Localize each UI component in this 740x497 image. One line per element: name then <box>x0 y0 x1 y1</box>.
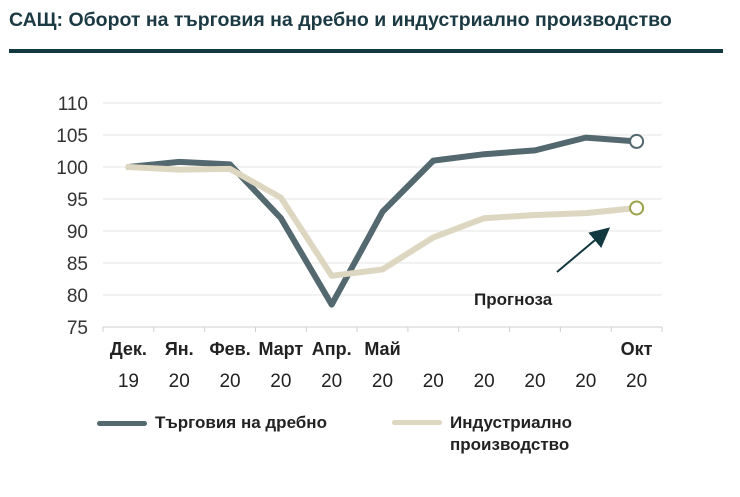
chart-title: САЩ: Оборот на търговия на дребно и инду… <box>9 9 672 31</box>
endpoint-marker-industrial <box>629 200 645 216</box>
legend-industrial-label-line2: производство <box>450 435 570 454</box>
y-tick-label: 100 <box>56 158 88 179</box>
x-year-label: 20 <box>372 371 393 392</box>
x-year-label: 20 <box>423 371 444 392</box>
x-year-label: 20 <box>270 371 291 392</box>
y-tick-label: 95 <box>67 190 88 211</box>
x-year-label: 20 <box>626 371 647 392</box>
x-category-label: Май <box>364 339 400 359</box>
x-year-label: 20 <box>524 371 545 392</box>
legend-retail-swatch <box>97 420 147 426</box>
x-year-label: 20 <box>169 371 190 392</box>
forecast-annotation: Прогноза <box>474 290 553 309</box>
x-year-label: 20 <box>474 371 495 392</box>
line-chart: 75 80 85 90 95 100 105 110 Дек. 19 Ян. 20 Фев. 20 Мар… <box>56 94 663 392</box>
y-tick-label: 110 <box>58 94 88 115</box>
y-tick-label: 90 <box>67 222 88 243</box>
x-category-label: Дек. <box>110 339 147 359</box>
x-year-label: 20 <box>575 371 596 392</box>
y-tick-label: 80 <box>67 286 88 307</box>
legend-retail-label: Търговия на дребно <box>155 413 327 432</box>
forecast-arrow <box>556 227 611 273</box>
x-category-label: Март <box>258 339 303 359</box>
x-category-label: Ян. <box>165 339 194 359</box>
y-tick-label: 75 <box>67 318 88 339</box>
legend-retail: Търговия на дребно <box>97 412 327 434</box>
x-category-label: Фев. <box>209 339 250 359</box>
y-tick-label: 105 <box>56 126 88 147</box>
series-line-industrial <box>125 164 640 279</box>
x-category-label: Окт <box>621 339 653 359</box>
x-year-label: 20 <box>219 371 240 392</box>
x-year-label: 19 <box>118 371 139 392</box>
y-tick-label: 85 <box>67 254 88 275</box>
x-year-label: 20 <box>321 371 342 392</box>
legend-industrial: Индустриално производство <box>392 412 572 456</box>
legend-industrial-swatch <box>392 420 442 425</box>
title-underline <box>9 49 723 53</box>
series-line-retail <box>125 134 640 308</box>
legend-industrial-label-line1: Индустриално <box>450 413 573 432</box>
endpoint-marker-retail <box>629 133 645 149</box>
x-category-label: Апр. <box>312 339 352 359</box>
